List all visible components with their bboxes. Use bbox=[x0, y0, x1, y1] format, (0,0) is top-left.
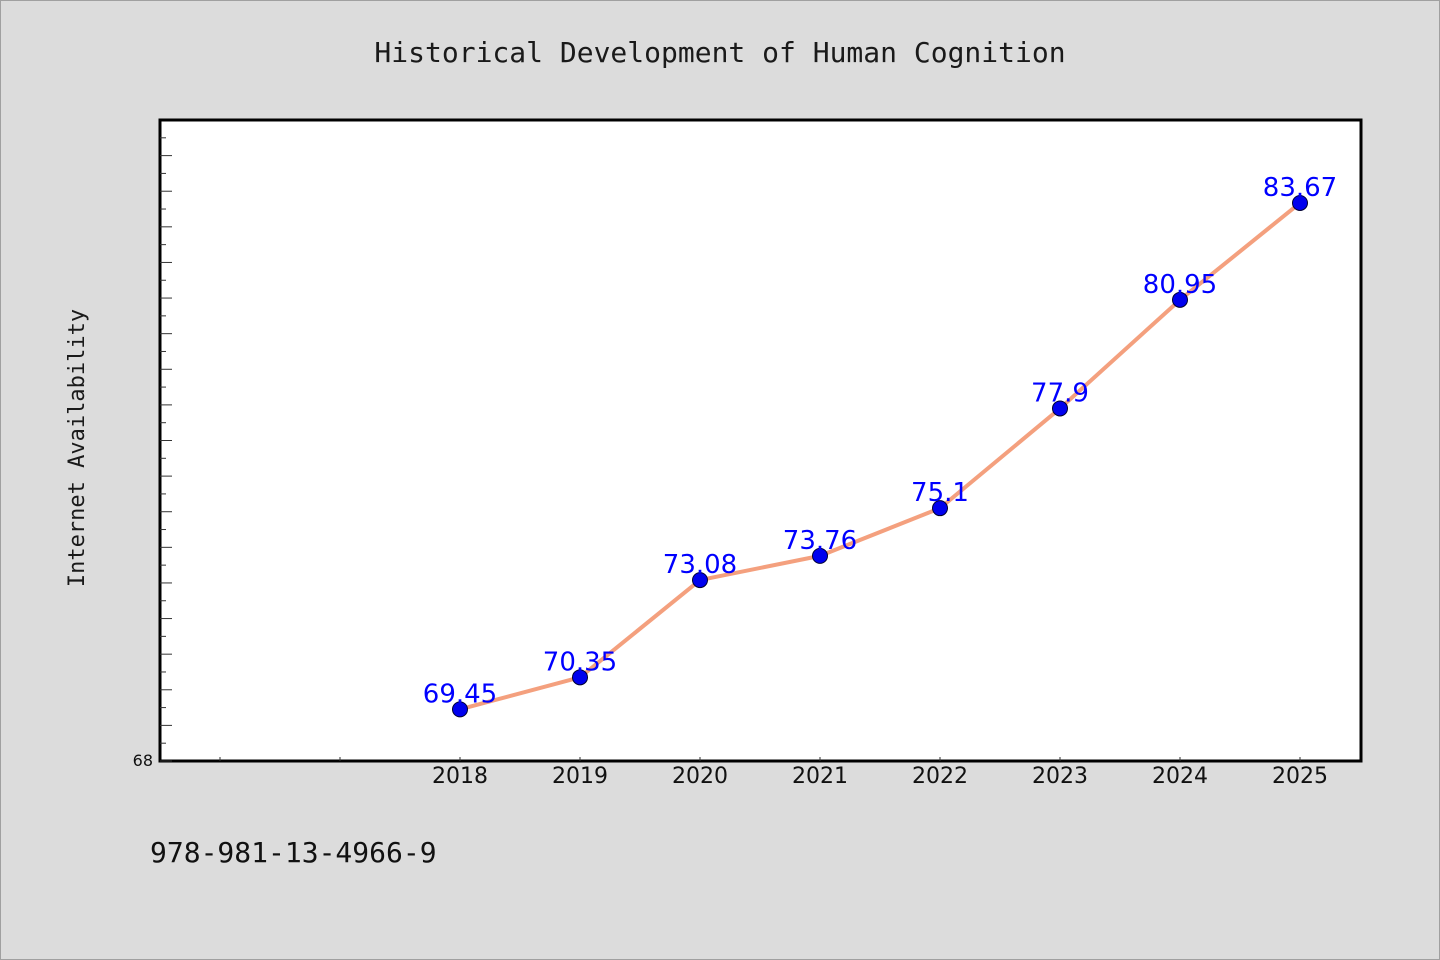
data-label: 77.9 bbox=[1031, 378, 1089, 408]
data-point bbox=[1172, 291, 1188, 308]
data-label: 73.08 bbox=[663, 550, 737, 580]
chart-title: Historical Development of Human Cognitio… bbox=[374, 36, 1065, 69]
data-label: 73.76 bbox=[783, 526, 857, 556]
x-tick-label: 2021 bbox=[792, 764, 848, 789]
plot-area bbox=[158, 118, 1363, 763]
x-tick-label: 2023 bbox=[1032, 764, 1088, 789]
data-label: 80.95 bbox=[1143, 270, 1217, 300]
x-tick-label: 2019 bbox=[552, 764, 608, 789]
x-tick-label: 2020 bbox=[672, 764, 728, 789]
data-point bbox=[1052, 400, 1068, 417]
series-layer: 69.45 70.35 73.08 73.76 75.1 77.9 80.95 83.67 bbox=[423, 173, 1337, 718]
data-point bbox=[932, 500, 948, 517]
x-axis-ticks: 2018 2019 2020 2021 2022 2023 2024 2025 bbox=[219, 757, 1328, 789]
y-axis-ticks bbox=[160, 137, 172, 762]
data-point bbox=[1292, 194, 1308, 211]
x-tick-label: 2025 bbox=[1272, 764, 1328, 789]
footer-identifier: 978-981-13-4966-9 bbox=[150, 836, 437, 869]
data-label: 83.67 bbox=[1263, 173, 1337, 203]
data-point bbox=[812, 547, 828, 564]
x-tick-label: 2024 bbox=[1152, 764, 1208, 789]
y-axis-label: Internet Availability bbox=[65, 309, 90, 587]
data-label: 69.45 bbox=[423, 679, 497, 709]
data-point bbox=[692, 572, 708, 589]
series-line bbox=[459, 201, 1302, 712]
x-tick-label: 2022 bbox=[912, 764, 968, 789]
data-label: 70.35 bbox=[543, 647, 617, 677]
x-tick-label: 2018 bbox=[432, 764, 488, 789]
data-point bbox=[452, 701, 468, 718]
y-min-tick-label: 68 bbox=[133, 751, 153, 770]
data-label: 75.1 bbox=[911, 478, 969, 508]
data-point bbox=[572, 669, 588, 686]
